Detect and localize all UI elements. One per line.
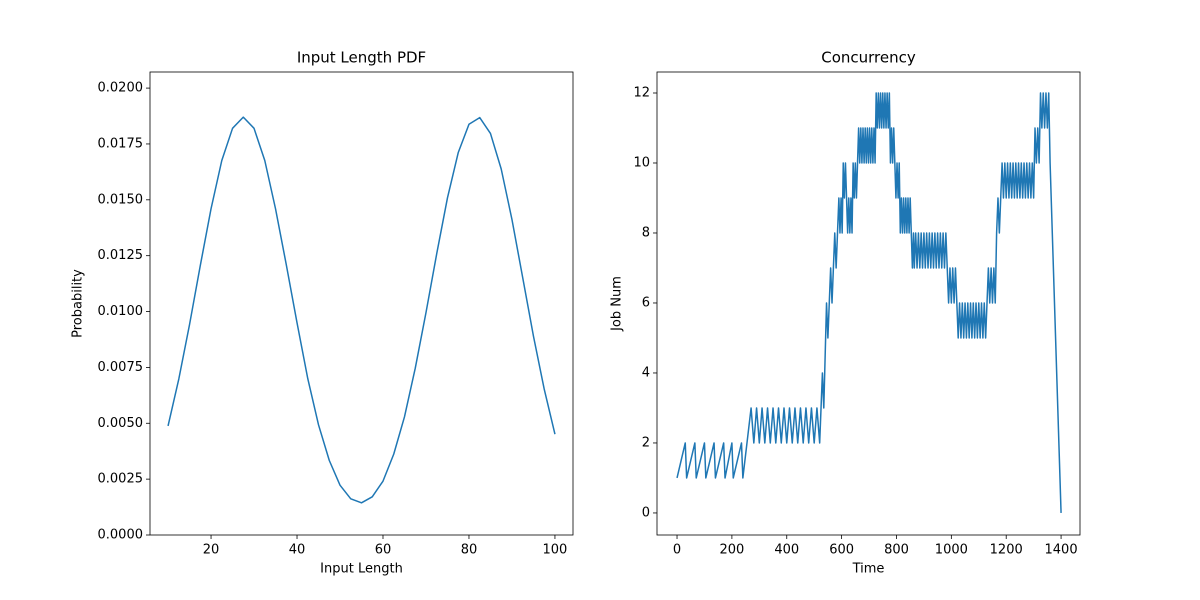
y-tick-label: 0.0025 [98,472,144,487]
y-tick-label: 8 [642,225,650,240]
x-tick-label: 800 [884,543,909,558]
y-tick-label: 0.0125 [98,248,144,263]
x-axis-label: Input Length [320,562,403,577]
chart-title: Concurrency [821,49,916,67]
y-tick-label: 0.0100 [98,304,144,319]
data-line [167,116,556,504]
y-tick-label: 0.0175 [98,136,144,151]
chart-title: Input Length PDF [297,49,426,67]
axes-frame [149,71,574,536]
y-tick-label: 10 [633,155,650,170]
axes-frame [656,71,1081,536]
x-axis-label: Time [852,562,885,577]
x-tick-label: 1200 [990,543,1023,558]
y-tick-label: 0.0200 [98,81,144,96]
y-tick-label: 0 [642,505,650,520]
y-tick-label: 12 [633,85,650,100]
x-tick-label: 1000 [935,543,968,558]
y-tick-label: 4 [642,365,650,380]
x-tick-label: 600 [829,543,854,558]
y-axis-label: Probability [71,269,86,338]
x-tick-label: 100 [543,543,568,558]
x-tick-label: 80 [461,543,478,558]
y-tick-label: 0.0050 [98,416,144,431]
y-axis-label: Job Num [610,276,625,332]
x-tick-label: 20 [203,543,220,558]
x-tick-label: 40 [289,543,306,558]
y-tick-label: 0.0075 [98,360,144,375]
y-tick-label: 2 [642,435,650,450]
y-tick-label: 0.0150 [98,192,144,207]
x-tick-label: 0 [673,543,681,558]
x-tick-label: 200 [719,543,744,558]
x-tick-label: 1400 [1045,543,1078,558]
x-tick-label: 400 [774,543,799,558]
x-tick-label: 60 [375,543,392,558]
data-line [676,92,1062,513]
y-tick-label: 0.0000 [98,528,144,543]
y-tick-label: 6 [642,295,650,310]
